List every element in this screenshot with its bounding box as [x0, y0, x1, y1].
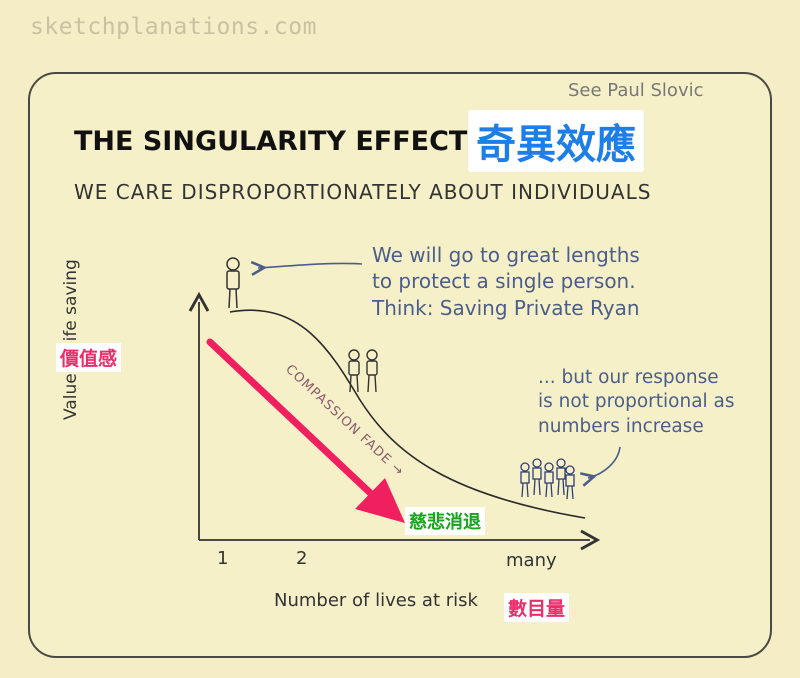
- note-protect-line-2: to protect a single person.: [372, 269, 636, 294]
- x-tick-1: 1: [217, 548, 229, 569]
- y-axis-label: Value of life saving: [61, 259, 81, 420]
- credit-note: See Paul Slovic: [568, 80, 704, 101]
- x-tick-2: 2: [296, 548, 308, 569]
- y-axis-label-chinese: 價值感: [56, 343, 122, 372]
- compassion-fade-arrow: [206, 338, 387, 509]
- note-protect-line-1: We will go to great lengths: [372, 243, 640, 267]
- subtitle: WE CARE DISPROPORTIONATELY ABOUT INDIVID…: [74, 180, 652, 204]
- title-chinese: 奇異效應: [468, 110, 644, 172]
- pointer-to-single-person: [258, 263, 363, 268]
- compassion-fade-arrowhead: [355, 478, 405, 523]
- x-tick-many: many: [506, 550, 557, 571]
- decay-curve: [229, 309, 586, 519]
- note-protect-single: We will go to great lengths to protect a…: [372, 242, 640, 321]
- note-response-line-1: ... but our response: [538, 367, 719, 388]
- crowd-icon: [520, 458, 575, 500]
- note-protect-line-3: Think: Saving Private Ryan: [372, 295, 640, 320]
- note-response: ... but our response is not proportional…: [538, 366, 735, 439]
- note-response-line-3: numbers increase: [538, 415, 704, 437]
- compassion-fade-label: COMPASSION FADE →: [282, 362, 407, 480]
- x-axis-label: Number of lives at risk: [274, 590, 478, 611]
- pointer-to-crowd: [588, 446, 621, 478]
- two-people-icon: [348, 349, 378, 393]
- note-response-line-2: is not proportional as: [538, 391, 735, 413]
- compassion-fade-label-chinese: 慈悲消退: [405, 507, 485, 535]
- single-person-icon: [226, 257, 240, 309]
- x-axis-label-chinese: 數目量: [504, 593, 570, 622]
- watermark: sketchplanations.com: [30, 14, 317, 40]
- sketch-card: [28, 72, 772, 658]
- title-english: THE SINGULARITY EFFECT: [74, 126, 468, 157]
